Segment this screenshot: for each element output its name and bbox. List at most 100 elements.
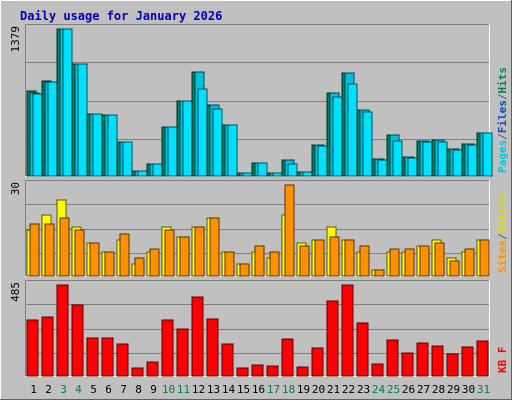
- bar-hits-pages-29: [452, 149, 463, 177]
- bar-visits-sites-5: [89, 242, 100, 277]
- bar-visits-sites-20: [314, 239, 325, 277]
- bar-hits-pages-24: [377, 159, 388, 177]
- x-tick-label-11: 11: [177, 383, 190, 396]
- bar-visits-sites-23: [359, 245, 370, 277]
- bar-hits-pages-12: [197, 88, 208, 177]
- bar-visits-sites-31: [479, 239, 490, 277]
- x-axis-labels: 1 2 3 4 5 6 7 8 9 10 11 12 13 14 15 16 17 18 19 20 21 22 23 24 2…: [30, 383, 490, 396]
- bar-hits-pages-26: [407, 157, 418, 177]
- bar-kbytes-kb-f-30: [461, 346, 474, 377]
- bar-kbytes-kb-f-26: [401, 352, 414, 377]
- bar-visits-sites-6: [104, 251, 115, 277]
- bar-visits-sites-18: [284, 184, 295, 277]
- bar-hits-pages-28: [437, 141, 448, 177]
- bar-visits-sites-30: [464, 248, 475, 277]
- bar-hits-pages-4: [77, 63, 88, 177]
- x-tick-label-7: 7: [120, 383, 127, 396]
- bar-kbytes-kb-f-7: [116, 343, 129, 377]
- bar-hits-pages-6: [107, 114, 118, 177]
- bar-kbytes-kb-f-4: [71, 304, 84, 377]
- bar-kbytes-kb-f-2: [41, 316, 54, 377]
- bar-kbytes-kb-f-3: [56, 284, 69, 377]
- x-tick-label-4: 4: [75, 383, 82, 396]
- x-tick-label-24: 24: [372, 383, 386, 396]
- x-tick-label-6: 6: [105, 383, 112, 396]
- y-max-label-visits: 30: [9, 182, 22, 195]
- x-tick-label-22: 22: [342, 383, 355, 396]
- bar-hits-pages-27: [422, 141, 433, 177]
- bar-visits-sites-22: [344, 239, 355, 277]
- x-tick-label-1: 1: [30, 383, 37, 396]
- bar-hits-pages-5: [92, 113, 103, 177]
- legend-item: /: [496, 93, 509, 100]
- bar-visits-sites-26: [404, 248, 415, 277]
- bar-visits-sites-8: [134, 257, 145, 277]
- bar-visits-sites-19: [299, 245, 310, 277]
- bar-hits-pages-22: [347, 83, 358, 177]
- bar-hits-pages-15: [242, 172, 253, 177]
- bar-hits-pages-25: [392, 140, 403, 177]
- bar-visits-sites-15: [239, 263, 250, 277]
- bar-kbytes-kb-f-24: [371, 363, 384, 377]
- x-tick-label-16: 16: [252, 383, 265, 396]
- bar-hits-pages-19: [302, 171, 313, 177]
- x-tick-label-23: 23: [357, 383, 370, 396]
- bar-visits-sites-25: [389, 248, 400, 277]
- x-tick-label-2: 2: [45, 383, 52, 396]
- bar-kbytes-kb-f-14: [221, 343, 234, 377]
- x-tick-label-14: 14: [222, 383, 236, 396]
- x-tick-label-18: 18: [282, 383, 295, 396]
- bar-visits-sites-10: [164, 229, 175, 277]
- bar-visits-sites-12: [194, 226, 205, 277]
- bar-visits-sites-7: [119, 233, 130, 277]
- x-tick-label-8: 8: [135, 383, 142, 396]
- y-max-label-kbytes: 485: [9, 282, 22, 302]
- bar-hits-pages-1: [32, 93, 43, 177]
- bar-hits-pages-10: [167, 126, 178, 177]
- x-tick-label-27: 27: [417, 383, 430, 396]
- bar-visits-sites-24: [374, 269, 385, 277]
- bar-hits-pages-20: [317, 145, 328, 177]
- bar-kbytes-kb-f-31: [476, 340, 489, 377]
- bar-kbytes-kb-f-10: [161, 319, 174, 377]
- x-tick-label-10: 10: [162, 383, 175, 396]
- x-tick-label-21: 21: [327, 383, 340, 396]
- bar-visits-sites-3: [59, 217, 70, 277]
- bar-hits-pages-31: [482, 132, 493, 177]
- legend-hits: Pages/Files/Hits: [496, 67, 509, 173]
- bar-hits-pages-8: [137, 170, 148, 177]
- x-tick-label-31: 31: [477, 383, 490, 396]
- bar-kbytes-kb-f-12: [191, 296, 204, 377]
- bar-hits-pages-18: [287, 163, 298, 177]
- bar-kbytes-kb-f-20: [311, 347, 324, 377]
- legend-item: Pages: [496, 140, 509, 173]
- bar-visits-sites-21: [329, 236, 340, 277]
- bar-hits-pages-7: [122, 141, 133, 177]
- bar-kbytes-kb-f-15: [236, 367, 249, 377]
- x-tick-label-30: 30: [462, 383, 475, 396]
- x-tick-label-3: 3: [60, 383, 67, 396]
- legend-kbytes: KB F: [496, 347, 509, 374]
- x-tick-label-25: 25: [387, 383, 400, 396]
- bar-kbytes-kb-f-27: [416, 342, 429, 377]
- panel-kbytes: 485 KB F: [9, 280, 509, 377]
- bar-kbytes-kb-f-17: [266, 365, 279, 377]
- bar-kbytes-kb-f-19: [296, 366, 309, 377]
- legend-item: KB F: [496, 347, 509, 374]
- x-tick-label-19: 19: [297, 383, 310, 396]
- bar-visits-sites-9: [149, 248, 160, 277]
- bar-visits-sites-29: [449, 260, 460, 277]
- bar-kbytes-kb-f-18: [281, 338, 294, 377]
- bar-visits-sites-27: [419, 245, 430, 277]
- bar-kbytes-kb-f-13: [206, 318, 219, 377]
- bar-hits-pages-21: [332, 96, 343, 177]
- legend-visits: Sites/Visits: [496, 194, 509, 274]
- bar-hits-pages-16: [257, 162, 268, 177]
- bar-kbytes-kb-f-22: [341, 284, 354, 377]
- bar-visits-sites-16: [254, 245, 265, 277]
- bar-kbytes-kb-f-6: [101, 337, 114, 377]
- x-tick-label-9: 9: [150, 383, 157, 396]
- bar-hits-pages-9: [152, 163, 163, 177]
